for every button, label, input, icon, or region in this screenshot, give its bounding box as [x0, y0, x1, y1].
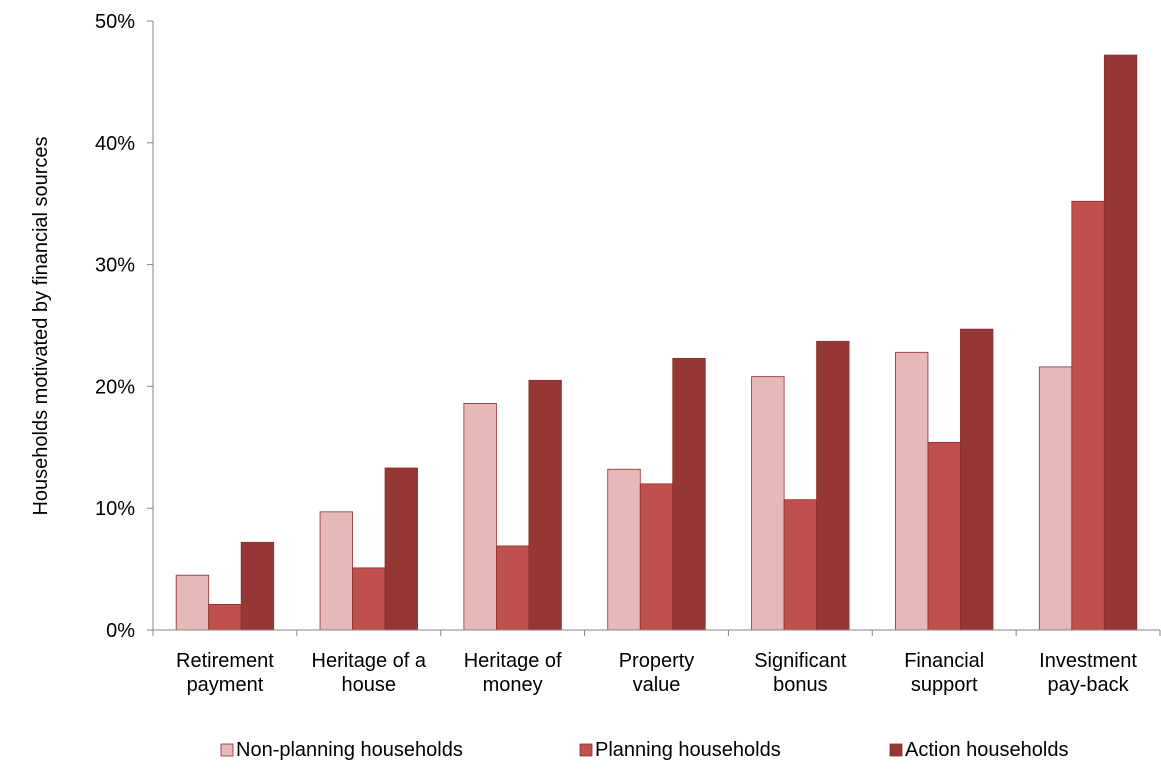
x-tick-label-line: Heritage of — [464, 650, 562, 672]
y-tick-label: 50% — [95, 11, 135, 33]
bar-1-1 — [175, 574, 210, 631]
x-tick-label-line: value — [633, 674, 681, 696]
x-tick-label-line: Significant — [754, 650, 847, 672]
x-tick-label-line: Heritage of a — [312, 650, 427, 672]
x-tick-label-line: Financial — [904, 650, 984, 672]
bar-2-7 — [1071, 200, 1105, 631]
x-tick-label: Significant bonus — [754, 650, 847, 696]
legend-label-3: Action households — [905, 739, 1068, 761]
bar-2-1 — [208, 604, 242, 631]
bar-2-3 — [495, 545, 530, 631]
bar-2-4 — [639, 483, 674, 631]
bar-2-6 — [927, 442, 961, 631]
y-tick-label: 0% — [106, 620, 135, 642]
bar-3-4 — [672, 357, 706, 631]
x-tick-label-line: Property — [619, 650, 695, 672]
y-tick-label: 10% — [95, 498, 135, 520]
bar-3-2 — [384, 467, 418, 631]
bar-3-1 — [240, 541, 275, 631]
legend-swatch-2 — [579, 743, 593, 757]
x-tick-label-line: payment — [187, 674, 264, 696]
bar-3-3 — [528, 379, 562, 631]
bar-1-5 — [751, 376, 785, 631]
x-tick-label: Investment pay-back — [1039, 650, 1137, 696]
x-tick-label-line: bonus — [773, 674, 828, 696]
bar-2-5 — [783, 499, 818, 631]
x-tick-label-line: support — [911, 674, 978, 696]
x-tick-label: Retirement payment — [176, 650, 274, 696]
legend-label-1: Non-planning households — [236, 739, 463, 761]
bar-1-6 — [895, 351, 929, 631]
bar-3-5 — [816, 340, 850, 631]
y-tick-label: 40% — [95, 133, 135, 155]
legend-label-2: Planning households — [595, 739, 781, 761]
bars-group — [175, 54, 1138, 631]
x-tick-label-line: pay-back — [1047, 674, 1129, 696]
x-tick-label-line: money — [483, 674, 543, 696]
bar-1-4 — [607, 468, 641, 631]
x-tick-label: Heritage of a house — [312, 650, 427, 696]
x-tick-label: Financial support — [904, 650, 984, 696]
legend: Non-planning households Planning househol… — [220, 739, 1068, 761]
bar-3-7 — [1103, 54, 1138, 631]
x-tick-label: Property value — [619, 650, 695, 696]
bar-2-2 — [352, 567, 386, 631]
legend-swatch-1 — [220, 743, 234, 757]
bar-1-2 — [319, 511, 353, 631]
bar-3-6 — [960, 328, 994, 631]
bar-1-3 — [463, 403, 497, 631]
legend-swatch-3 — [889, 743, 903, 757]
x-tick-label-line: Retirement — [176, 650, 274, 672]
x-tick-label-line: house — [342, 674, 397, 696]
x-tick-label-line: Investment — [1039, 650, 1137, 672]
axes-group: 0% 10% 20% 30% 40% 50% Retirement payment Herita… — [95, 11, 1161, 696]
bar-1-7 — [1038, 366, 1073, 631]
y-axis-label: Households motivated by financial source… — [30, 136, 52, 515]
y-tick-label: 20% — [95, 376, 135, 398]
y-tick-label: 30% — [95, 255, 135, 277]
x-tick-label: Heritage of money — [464, 650, 562, 696]
